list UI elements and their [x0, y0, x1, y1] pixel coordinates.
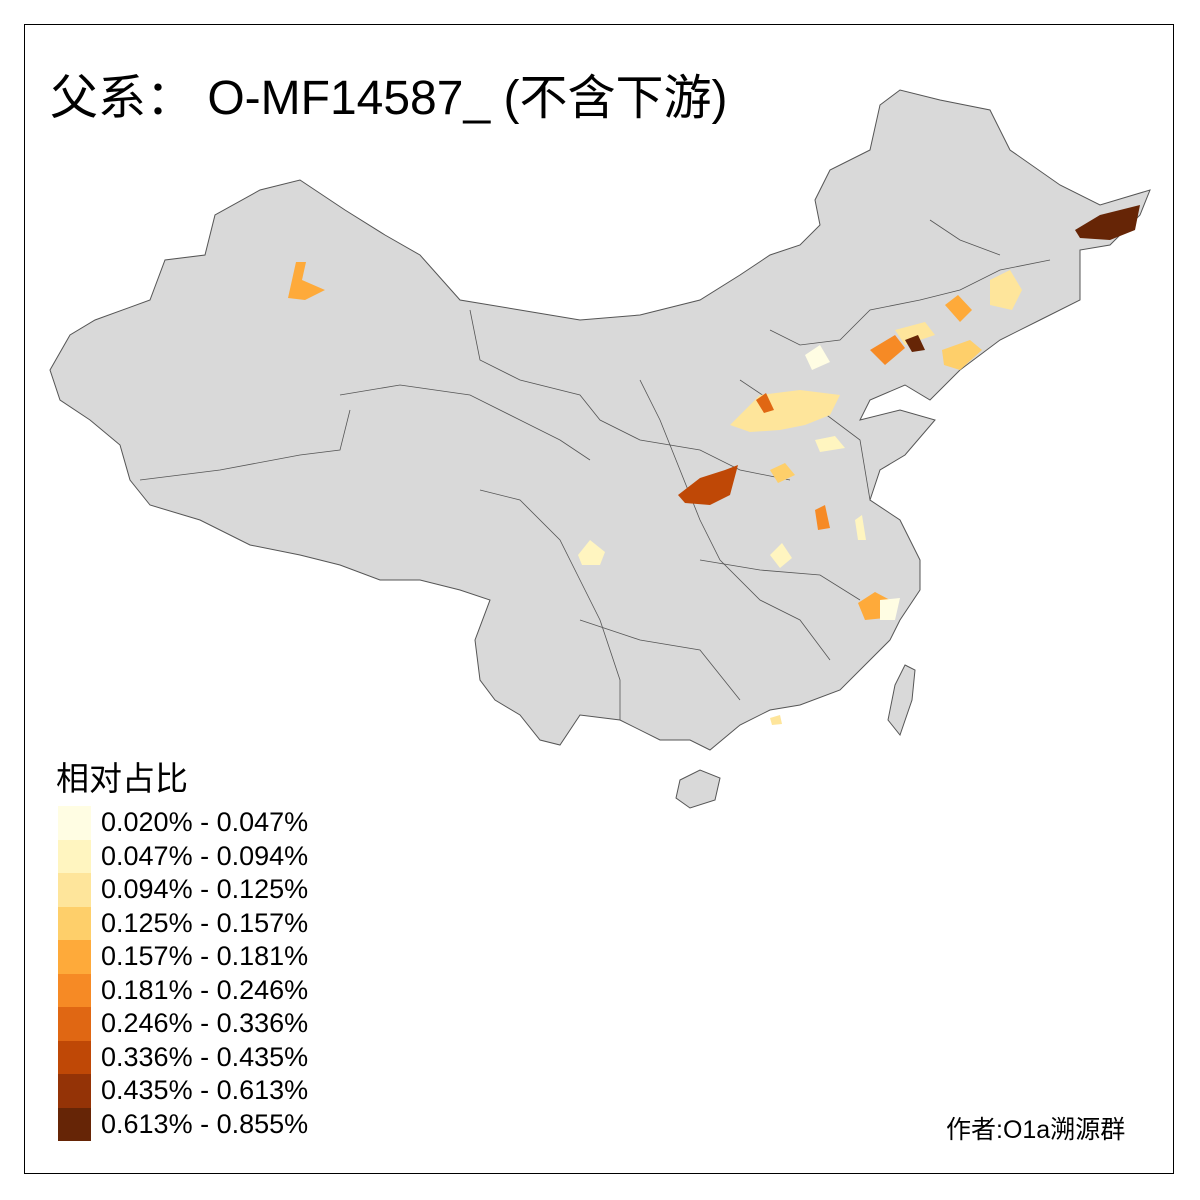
- legend-title: 相对占比: [56, 760, 188, 797]
- region-anhui-2: [855, 515, 866, 540]
- region-anhui: [815, 505, 830, 530]
- legend-item: 0.181% - 0.246%: [58, 973, 309, 1007]
- legend-label: 0.157% - 0.181%: [101, 941, 309, 972]
- legend-swatch: [58, 839, 91, 873]
- legend-swatch: [58, 1074, 91, 1108]
- map-frame: [24, 24, 1174, 1174]
- region-hubei: [770, 543, 792, 568]
- legend-swatch: [58, 973, 91, 1007]
- author-credit: 作者:O1a溯源群: [946, 1116, 1126, 1144]
- legend-label: 0.181% - 0.246%: [101, 974, 309, 1005]
- region-sichuan: [578, 540, 605, 565]
- legend-label: 0.336% - 0.435%: [101, 1041, 309, 1072]
- legend-item: 0.246% - 0.336%: [58, 1007, 308, 1041]
- legend-item: 0.613% - 0.855%: [58, 1107, 309, 1141]
- region-henan: [770, 463, 795, 483]
- legend-swatch: [58, 940, 91, 974]
- legend-label: 0.435% - 0.613%: [101, 1075, 309, 1106]
- region-shanxi-dark: [756, 393, 774, 413]
- legend-swatch: [58, 906, 91, 940]
- region-liaoning-2: [895, 322, 935, 345]
- colored-regions: [288, 205, 1140, 725]
- region-liaoning-3: [905, 335, 925, 352]
- region-heilongjiang-east: [1075, 205, 1140, 240]
- region-guangdong: [770, 715, 782, 725]
- taiwan-island: [887, 664, 916, 737]
- legend-swatch: [58, 1007, 91, 1041]
- legend-label: 0.246% - 0.336%: [101, 1008, 309, 1039]
- legend-swatch: [58, 873, 91, 907]
- legend-item: 0.157% - 0.181%: [58, 940, 308, 974]
- region-beijing: [805, 345, 830, 370]
- legend-swatch: [58, 806, 91, 840]
- region-hebei-small: [815, 436, 845, 452]
- region-jilin: [990, 270, 1022, 310]
- legend-item: 0.020% - 0.047%: [58, 806, 308, 840]
- legend-swatch: [58, 1107, 91, 1141]
- legend-label: 0.613% - 0.855%: [101, 1108, 309, 1139]
- region-liaoning-4: [942, 340, 982, 370]
- legend-label: 0.047% - 0.094%: [101, 840, 309, 871]
- region-xinjiang: [288, 262, 325, 300]
- legend-label: 0.125% - 0.157%: [101, 907, 309, 938]
- legend-item: 0.094% - 0.125%: [58, 873, 308, 907]
- legend-label: 0.020% - 0.047%: [101, 807, 309, 838]
- region-liaoning-1: [870, 335, 905, 365]
- legend-item: 0.047% - 0.094%: [58, 839, 309, 873]
- hainan-island: [675, 769, 721, 809]
- legend-label: 0.094% - 0.125%: [101, 874, 309, 905]
- region-shaanxi: [678, 465, 738, 505]
- region-jilin-west: [945, 295, 972, 322]
- legend-item: 0.435% - 0.613%: [58, 1074, 308, 1108]
- legend-item: 0.336% - 0.435%: [58, 1040, 309, 1074]
- legend-item: 0.125% - 0.157%: [58, 906, 309, 940]
- map-title: 父系： O-MF14587_ (不含下游): [50, 72, 728, 125]
- legend-swatch: [58, 1040, 91, 1074]
- region-zhejiang-2: [880, 598, 900, 620]
